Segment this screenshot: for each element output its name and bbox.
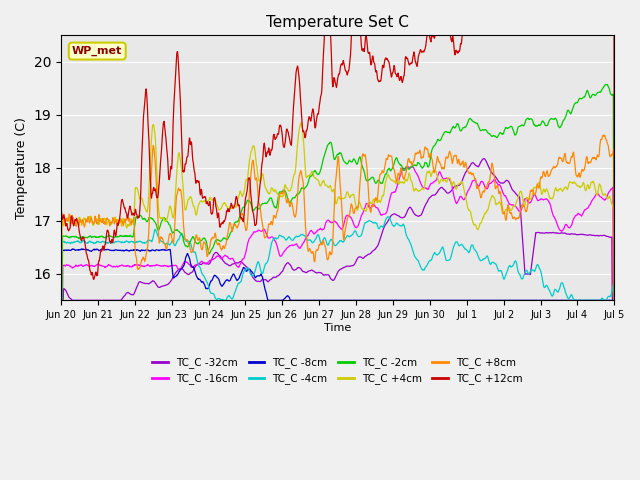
Text: WP_met: WP_met <box>72 46 122 56</box>
TC_C -32cm <box>323 272 331 278</box>
TC_C -32cm <box>550 229 557 235</box>
TC_C -16cm <box>409 164 417 169</box>
TC_C -4cm <box>57 298 65 303</box>
Line: TC_C -16cm: TC_C -16cm <box>61 167 614 300</box>
TC_C +12cm <box>144 108 152 113</box>
TC_C -8cm <box>57 298 65 303</box>
TC_C -32cm <box>479 156 487 161</box>
TC_C +4cm <box>298 120 305 125</box>
TC_C +12cm <box>324 27 332 33</box>
TC_C +12cm <box>321 27 329 33</box>
TC_C -4cm <box>313 234 321 240</box>
TC_C -4cm <box>604 295 611 300</box>
TC_C -32cm <box>468 160 476 166</box>
TC_C -16cm <box>144 262 152 267</box>
TC_C +12cm <box>57 298 65 303</box>
TC_C +8cm <box>323 256 331 262</box>
TC_C +12cm <box>604 27 611 33</box>
TC_C +12cm <box>611 298 618 303</box>
TC_C +8cm <box>611 298 618 303</box>
TC_C -16cm <box>313 229 321 235</box>
TC_C +8cm <box>601 132 609 138</box>
TC_C -2cm <box>323 144 331 149</box>
TC_C -16cm <box>323 218 331 224</box>
Y-axis label: Temperature (C): Temperature (C) <box>15 117 28 219</box>
TC_C -8cm <box>604 298 611 303</box>
TC_C -2cm <box>611 298 618 303</box>
TC_C -16cm <box>611 298 618 303</box>
TC_C -16cm <box>57 298 65 303</box>
TC_C +4cm <box>144 207 152 213</box>
TC_C -4cm <box>611 298 618 303</box>
TC_C +4cm <box>468 217 476 223</box>
TC_C +12cm <box>313 116 321 122</box>
TC_C +8cm <box>604 141 611 147</box>
Line: TC_C -32cm: TC_C -32cm <box>61 158 614 300</box>
Title: Temperature Set C: Temperature Set C <box>266 15 409 30</box>
TC_C -32cm <box>611 298 618 303</box>
TC_C -4cm <box>385 214 393 220</box>
TC_C -16cm <box>468 178 476 184</box>
TC_C -8cm <box>611 298 618 303</box>
TC_C +4cm <box>324 184 332 190</box>
TC_C +4cm <box>550 193 557 199</box>
TC_C +8cm <box>57 298 65 303</box>
TC_C -16cm <box>604 192 611 198</box>
TC_C -2cm <box>313 170 321 176</box>
TC_C +4cm <box>57 298 65 303</box>
TC_C +12cm <box>550 27 557 33</box>
TC_C -4cm <box>323 241 331 247</box>
TC_C +8cm <box>549 165 557 170</box>
Line: TC_C -4cm: TC_C -4cm <box>61 217 614 300</box>
TC_C +4cm <box>611 298 618 303</box>
TC_C -2cm <box>468 117 476 123</box>
TC_C +8cm <box>313 247 321 252</box>
X-axis label: Time: Time <box>324 323 351 333</box>
Line: TC_C -8cm: TC_C -8cm <box>61 249 614 300</box>
Line: TC_C +8cm: TC_C +8cm <box>61 135 614 300</box>
TC_C -2cm <box>57 298 65 303</box>
TC_C -2cm <box>602 82 610 87</box>
TC_C -8cm <box>144 247 152 253</box>
Line: TC_C +4cm: TC_C +4cm <box>61 122 614 300</box>
TC_C -16cm <box>550 213 557 218</box>
TC_C -2cm <box>549 116 557 122</box>
TC_C -32cm <box>144 281 152 287</box>
TC_C -2cm <box>144 218 152 224</box>
TC_C -32cm <box>604 233 611 239</box>
TC_C -8cm <box>468 298 476 303</box>
TC_C -4cm <box>144 238 152 244</box>
TC_C -32cm <box>57 298 65 303</box>
TC_C -8cm <box>77 246 85 252</box>
TC_C -32cm <box>313 270 321 276</box>
TC_C +8cm <box>144 244 152 250</box>
TC_C +4cm <box>604 196 611 202</box>
TC_C -8cm <box>550 298 557 303</box>
TC_C -8cm <box>324 298 332 303</box>
Legend: TC_C -32cm, TC_C -16cm, TC_C -8cm, TC_C -4cm, TC_C -2cm, TC_C +4cm, TC_C +8cm, T: TC_C -32cm, TC_C -16cm, TC_C -8cm, TC_C … <box>148 353 527 389</box>
TC_C +8cm <box>468 171 476 177</box>
TC_C +4cm <box>313 177 321 182</box>
Line: TC_C -2cm: TC_C -2cm <box>61 84 614 300</box>
TC_C -4cm <box>468 242 476 248</box>
TC_C +12cm <box>468 29 476 35</box>
TC_C -8cm <box>313 298 321 303</box>
TC_C -2cm <box>604 82 611 88</box>
TC_C -4cm <box>550 291 557 297</box>
Line: TC_C +12cm: TC_C +12cm <box>61 30 614 300</box>
